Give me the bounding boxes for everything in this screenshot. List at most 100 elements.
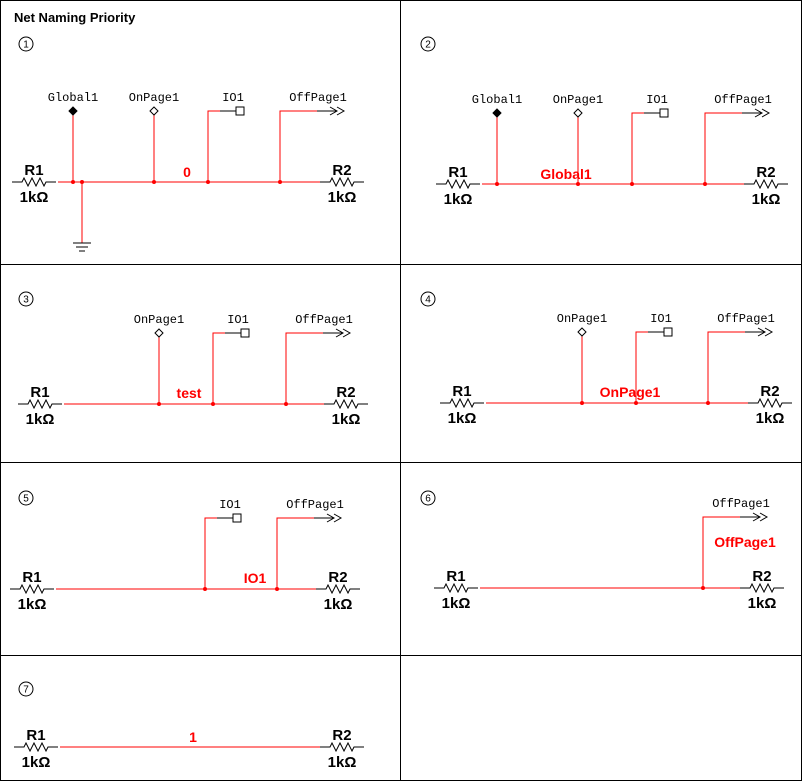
net-name-label: test	[177, 385, 202, 401]
connector-wire	[631, 112, 644, 184]
panels: 1 R1 1kΩ R2 1kΩ Global1 OnPage1 IO1 OffPage1 0 2 R1…	[10, 36, 792, 771]
resistor-r1: R1 1kΩ	[436, 164, 480, 208]
onpage-connector-icon	[577, 327, 587, 337]
panel-number: 5	[23, 494, 29, 505]
resistor-icon	[748, 397, 792, 409]
resistor-ref: R1	[446, 568, 465, 585]
connector-io: IO1	[631, 93, 669, 184]
resistor-ref: R2	[760, 383, 779, 400]
net-name-label: OnPage1	[600, 384, 661, 400]
connector-label: OffPage1	[717, 312, 775, 326]
panel-4: 4 R1 1kΩ R2 1kΩ OnPage1 IO1 OffPage1 OnPage1	[420, 291, 792, 427]
panel-number-badge: 1	[18, 36, 34, 52]
panel-1: 1 R1 1kΩ R2 1kΩ Global1 OnPage1 IO1 OffPage1 0	[12, 36, 364, 252]
connector-label: OnPage1	[129, 91, 179, 105]
resistor-r1: R1 1kΩ	[14, 727, 58, 771]
net-name-label: IO1	[244, 570, 267, 586]
resistor-value: 1kΩ	[448, 410, 477, 427]
connector-io: IO1	[204, 498, 242, 589]
ground-icon	[73, 242, 91, 252]
connector-wire	[276, 517, 314, 589]
ground	[73, 182, 91, 252]
resistor-r2: R2 1kΩ	[744, 164, 788, 208]
resistor-r2: R2 1kΩ	[324, 384, 368, 428]
connector-wire	[635, 331, 648, 403]
offpage-connector-icon	[745, 327, 774, 337]
connector-label: OnPage1	[134, 313, 184, 327]
resistor-value: 1kΩ	[328, 754, 357, 771]
connector-label: Global1	[472, 93, 522, 107]
panel-number: 2	[425, 40, 431, 51]
resistor-ref: R1	[30, 384, 49, 401]
offpage-connector-icon	[317, 106, 346, 116]
resistor-r2: R2 1kΩ	[740, 568, 784, 612]
connector-offpage: OffPage1	[276, 498, 344, 589]
junction-dot	[580, 401, 584, 405]
connector-label: IO1	[646, 93, 668, 107]
connector-label: OffPage1	[712, 497, 770, 511]
offpage-connector-icon	[742, 108, 771, 118]
connector-wire	[704, 112, 742, 184]
resistor-icon	[440, 397, 484, 409]
circle-icon	[420, 36, 436, 52]
resistor-value: 1kΩ	[332, 411, 361, 428]
panel-number-badge: 7	[18, 681, 34, 697]
resistor-value: 1kΩ	[18, 596, 47, 613]
connector-offpage: OffPage1	[285, 313, 353, 404]
panel-number-badge: 5	[18, 490, 34, 506]
resistor-icon	[436, 178, 480, 190]
resistor-icon	[324, 398, 368, 410]
io-connector-icon	[240, 328, 250, 338]
junction-dot	[211, 402, 215, 406]
connector-global: Global1	[472, 93, 522, 184]
connector-global: Global1	[48, 91, 98, 182]
resistor-r1: R1 1kΩ	[434, 568, 478, 612]
panel-7: 7 R1 1kΩ R2 1kΩ 1	[14, 681, 364, 771]
resistor-value: 1kΩ	[756, 410, 785, 427]
resistor-ref: R2	[336, 384, 355, 401]
connector-label: OnPage1	[557, 312, 607, 326]
resistor-ref: R1	[452, 383, 471, 400]
connector-label: OnPage1	[553, 93, 603, 107]
resistor-ref: R1	[448, 164, 467, 181]
circle-icon	[18, 36, 34, 52]
junction-dot	[701, 586, 705, 590]
connector-label: OffPage1	[295, 313, 353, 327]
panel-5: 5 R1 1kΩ R2 1kΩ IO1 OffPage1 IO1	[10, 490, 360, 613]
resistor-value: 1kΩ	[22, 754, 51, 771]
connector-label: IO1	[650, 312, 672, 326]
junction-dot	[203, 587, 207, 591]
resistor-value: 1kΩ	[324, 596, 353, 613]
io-connector-icon	[235, 106, 245, 116]
connector-io: IO1	[212, 313, 250, 404]
connector-offpage: OffPage1	[707, 312, 775, 403]
panel-3: 3 R1 1kΩ R2 1kΩ OnPage1 IO1 OffPage1 test	[18, 291, 368, 428]
resistor-ref: R2	[756, 164, 775, 181]
resistor-icon	[14, 741, 58, 753]
resistor-ref: R2	[332, 162, 351, 179]
junction-dot	[703, 182, 707, 186]
connector-io: IO1	[207, 91, 245, 182]
resistor-icon	[18, 398, 62, 410]
resistor-r2: R2 1kΩ	[320, 162, 364, 206]
resistor-ref: R2	[752, 568, 771, 585]
connector-wire	[279, 110, 317, 182]
panel-number-badge: 2	[420, 36, 436, 52]
panel-number: 7	[23, 685, 29, 696]
junction-dot	[152, 180, 156, 184]
resistor-ref: R1	[24, 162, 43, 179]
panel-6: 6 R1 1kΩ R2 1kΩ OffPage1 OffPage1	[420, 490, 784, 612]
connector-label: OffPage1	[286, 498, 344, 512]
connector-offpage: OffPage1	[702, 497, 770, 588]
net-name-label: 0	[183, 164, 191, 180]
onpage-connector-icon	[149, 106, 159, 116]
resistor-r2: R2 1kΩ	[320, 727, 364, 771]
connector-label: IO1	[227, 313, 249, 327]
panel-2: 2 R1 1kΩ R2 1kΩ Global1 OnPage1 IO1 OffPage1 Glob…	[420, 36, 788, 208]
connector-offpage: OffPage1	[704, 93, 772, 184]
resistor-r1: R1 1kΩ	[440, 383, 484, 427]
connector-onpage: OnPage1	[557, 312, 607, 403]
connector-label: OffPage1	[289, 91, 347, 105]
onpage-connector-icon	[154, 328, 164, 338]
